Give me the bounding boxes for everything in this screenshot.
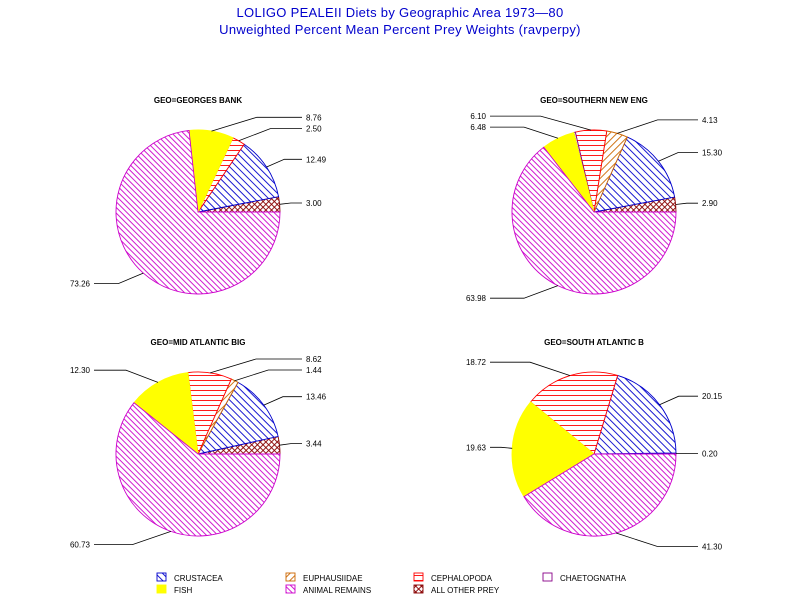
legend-label: CRUSTACEA xyxy=(174,574,223,583)
slice-value-label: 20.15 xyxy=(702,392,723,401)
pie-geo-georges-bank: GEO=GEORGES BANK 8.76 2.50 12.49 3.00 73.26 xyxy=(70,96,327,295)
legend-item-all-other-prey: ALL OTHER PREY xyxy=(413,584,500,595)
slice-leader-line xyxy=(675,202,698,205)
slice-leader-line xyxy=(490,446,513,449)
slice-leader-line xyxy=(617,119,698,134)
slice-leader-line xyxy=(490,126,559,139)
legend-swatch xyxy=(156,572,167,582)
slice-leader-line xyxy=(659,395,698,406)
legend-swatch xyxy=(542,572,553,582)
legend-item-animal-remains: ANIMAL REMAINS xyxy=(285,584,371,595)
legend-label: EUPHAUSIIDAE xyxy=(303,574,363,583)
pie-slice-animal-remains xyxy=(115,129,281,295)
slice-leader-line xyxy=(238,128,302,142)
pie-title: GEO=SOUTH ATLANTIC B xyxy=(544,338,644,347)
slice-leader-line xyxy=(615,532,698,547)
slice-leader-line xyxy=(658,152,698,162)
slice-value-label: 4.13 xyxy=(702,116,718,125)
slice-leader-line xyxy=(490,285,559,299)
slice-value-label: 19.63 xyxy=(466,443,487,452)
pie-title: GEO=MID ATLANTIC BIG xyxy=(151,338,246,347)
pie-geo-southern-new-eng: GEO=SOUTHERN NEW ENG 4.13 15.30 2.90 6.10 6.4… xyxy=(466,96,723,303)
pie-slice-crustacea xyxy=(593,136,676,213)
legend-swatch xyxy=(413,572,424,582)
slice-leader-line xyxy=(211,116,302,132)
slice-leader-line xyxy=(263,396,302,406)
slice-leader-line xyxy=(266,158,302,168)
slice-value-label: 60.73 xyxy=(70,541,91,550)
pie-slice-animal-remains xyxy=(511,146,677,295)
pie-geo-south-atlantic-b: GEO=SOUTH ATLANTIC B 20.15 0.20 41.30 18.72 1… xyxy=(466,338,723,551)
slice-value-label: 3.00 xyxy=(306,199,322,208)
slice-value-label: 73.26 xyxy=(70,280,91,289)
chart-title: LOLIGO PEALEII Diets by Geographic Area … xyxy=(236,5,564,20)
slice-value-label: 8.62 xyxy=(306,355,322,364)
pie-slice-crustacea xyxy=(197,143,280,213)
slice-leader-line xyxy=(279,443,302,446)
legend-item-euphausiidae: EUPHAUSIIDAE xyxy=(285,572,363,583)
pie-slice-cephalopoda xyxy=(529,371,619,455)
slice-value-label: 12.49 xyxy=(306,155,327,164)
slice-value-label: 2.90 xyxy=(702,199,718,208)
legend-swatch xyxy=(413,584,424,594)
slice-value-label: 12.30 xyxy=(70,366,91,375)
slice-value-label: 63.98 xyxy=(466,294,487,303)
slice-value-label: 8.76 xyxy=(306,113,322,122)
slice-value-label: 41.30 xyxy=(702,542,723,551)
slice-value-label: 3.44 xyxy=(306,440,322,449)
slice-value-label: 6.48 xyxy=(470,123,486,132)
legend-item-crustacea: CRUSTACEA xyxy=(156,572,223,583)
pie-title: GEO=GEORGES BANK xyxy=(154,96,242,105)
slice-leader-line xyxy=(94,272,144,284)
legend-label: ANIMAL REMAINS xyxy=(303,586,371,595)
slice-leader-line xyxy=(209,358,302,374)
pies-layer: GEO=GEORGES BANK8.762.5012.493.0073.26GE… xyxy=(70,96,723,551)
chart-subtitle: Unweighted Percent Mean Percent Prey Wei… xyxy=(219,22,581,37)
legend-swatch xyxy=(156,584,167,594)
pie-geo-mid-atlantic-big: GEO=MID ATLANTIC BIG 8.62 1.44 13.46 3.44 12.… xyxy=(70,338,327,550)
slice-value-label: 0.20 xyxy=(702,449,718,458)
legend-label: CEPHALOPODA xyxy=(431,574,493,583)
slice-value-label: 1.44 xyxy=(306,366,322,375)
slice-value-label: 13.46 xyxy=(306,393,327,402)
legend-item-fish: FISH xyxy=(156,584,192,595)
slice-leader-line xyxy=(490,115,592,131)
slice-leader-line xyxy=(279,202,302,205)
legend-label: CHAETOGNATHA xyxy=(560,574,627,583)
slice-value-label: 15.30 xyxy=(702,149,723,158)
slice-leader-line xyxy=(490,361,571,376)
legend: CRUSTACEA EUPHAUSIIDAE CEPHALOPODA CHAETOGN… xyxy=(156,572,627,595)
slice-leader-line xyxy=(234,369,302,382)
slice-value-label: 6.10 xyxy=(470,112,486,121)
pie-slice-animal-remains xyxy=(523,453,677,537)
legend-label: ALL OTHER PREY xyxy=(431,586,500,595)
slice-leader-line xyxy=(94,531,172,545)
legend-label: FISH xyxy=(174,586,192,595)
pie-slice-fish xyxy=(133,372,199,456)
legend-swatch xyxy=(285,584,296,594)
slice-value-label: 2.50 xyxy=(306,125,322,134)
legend-swatch xyxy=(285,572,296,582)
slice-leader-line xyxy=(94,369,159,383)
legend-item-cephalopoda: CEPHALOPODA xyxy=(413,572,493,583)
slice-value-label: 18.72 xyxy=(466,358,487,367)
pie-title: GEO=SOUTHERN NEW ENG xyxy=(540,96,648,105)
chart-titles: LOLIGO PEALEII Diets by Geographic Area … xyxy=(0,4,800,38)
legend-item-chaetognatha: CHAETOGNATHA xyxy=(542,572,627,583)
